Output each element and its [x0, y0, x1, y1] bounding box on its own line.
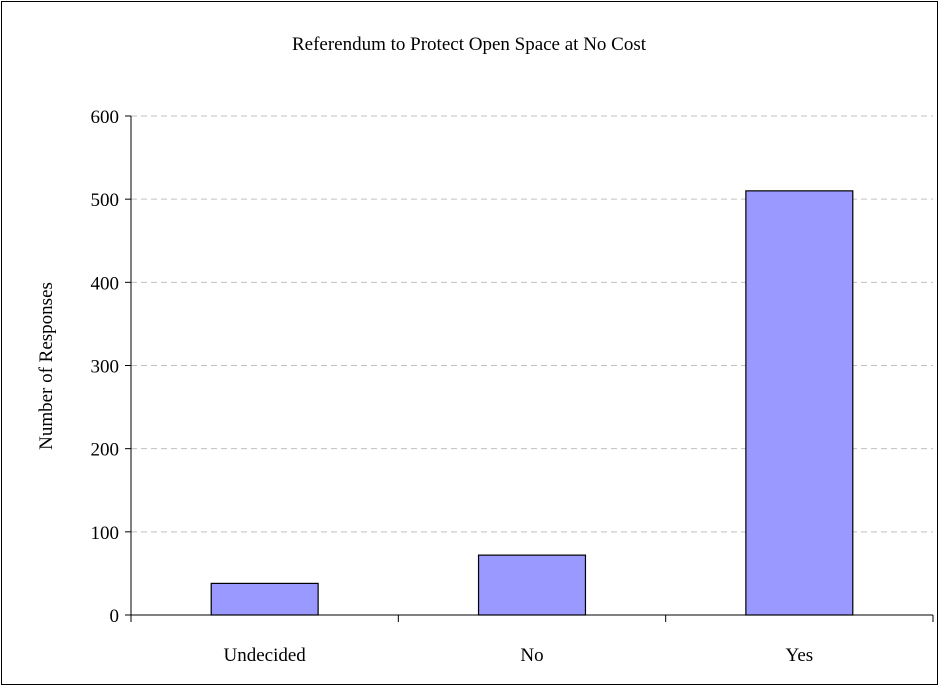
grid-lines [131, 115, 933, 533]
y-tick-labels: 0 100 200 300 400 500 600 [91, 107, 120, 627]
x-tick-label: No [520, 645, 543, 666]
y-tick-label: 300 [91, 357, 120, 378]
axes [125, 115, 934, 622]
x-tick-labels: Undecided No Yes [224, 645, 814, 666]
y-tick-label: 500 [91, 190, 120, 211]
bar-no [477, 554, 587, 616]
y-tick-label: 400 [91, 273, 120, 294]
x-tick-label: Undecided [224, 645, 307, 666]
y-tick-label: 100 [91, 523, 120, 544]
y-tick-label: 200 [91, 440, 120, 461]
y-tick-label: 0 [110, 606, 120, 627]
x-tick-label: Yes [786, 645, 814, 666]
chart-title: Referendum to Protect Open Space at No C… [292, 34, 647, 55]
y-tick-label: 600 [91, 107, 120, 128]
bar-undecided [210, 582, 319, 616]
bar-yes [745, 190, 854, 616]
y-axis-label: Number of Responses [36, 282, 57, 450]
